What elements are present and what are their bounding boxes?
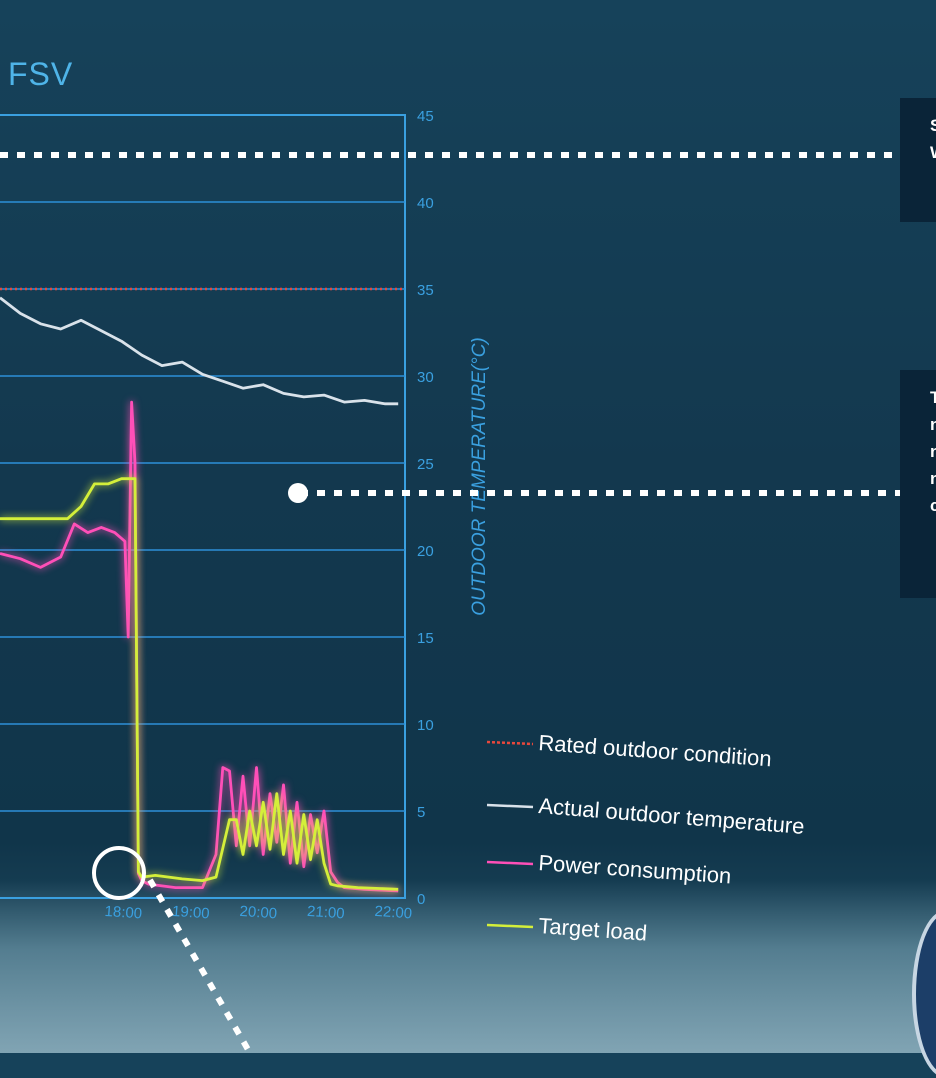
y-tick-label-40: 40 — [417, 195, 434, 212]
series-line-2 — [0, 296, 399, 406]
x-tick-label-2100: 21:00 — [307, 903, 346, 923]
x-tick-label-1800: 18:00 — [104, 903, 143, 923]
legend-swatch-4 — [486, 923, 534, 929]
legend-swatch-3 — [486, 860, 534, 866]
callout-middle-line-5: c — [930, 496, 936, 515]
y-tick-label-30: 30 — [417, 369, 434, 386]
callout-middle-line-2: n — [930, 415, 936, 434]
callout-middle-dot — [288, 483, 308, 503]
x-tick-label-2000: 20:00 — [239, 903, 278, 923]
legend-label-2: Actual outdoor temperature — [538, 793, 806, 839]
callout-middle-line-3: n — [930, 442, 936, 461]
y-tick-label-10: 10 — [417, 717, 434, 734]
x-tick-label-1900: 19:00 — [172, 903, 211, 923]
legend-swatch-1 — [486, 740, 534, 746]
legend-label-3: Power consumption — [538, 850, 732, 888]
y-tick-label-5: 5 — [417, 804, 425, 821]
x-tick-label-2200: 22:00 — [374, 903, 413, 923]
y-tick-label-15: 15 — [417, 630, 434, 647]
y-tick-label-25: 25 — [417, 456, 434, 473]
y-tick-label-20: 20 — [417, 543, 434, 560]
callout-top-line-2: W — [930, 139, 936, 166]
callout-top: S W — [900, 98, 936, 222]
plot-frame — [0, 114, 406, 899]
chart-title: FSV — [8, 56, 74, 92]
highlight-circle — [92, 846, 146, 900]
y-axis-label: OUTDOOR TEMPERATURE(°C) — [469, 337, 490, 616]
legend-label-1: Rated outdoor condition — [538, 730, 773, 771]
callout-middle-line-1: T — [930, 388, 936, 407]
callout-middle: T n n n c — [900, 370, 936, 598]
y-tick-label-0: 0 — [417, 891, 425, 908]
legend-label-4: Target load — [538, 913, 648, 946]
legend-swatch-2 — [486, 803, 534, 809]
y-tick-label-35: 35 — [417, 282, 434, 299]
chart: 0 5 10 15 20 25 30 35 40 45 OUTDOOR TEMPERATURE(°C… — [0, 108, 806, 946]
callout-middle-line-4: n — [930, 469, 936, 488]
series-line-3 — [0, 400, 399, 893]
y-tick-label-45: 45 — [417, 108, 434, 125]
bottom-glow — [0, 880, 936, 1053]
series-line-4 — [0, 477, 399, 891]
callout-top-line-1: S — [930, 116, 936, 135]
